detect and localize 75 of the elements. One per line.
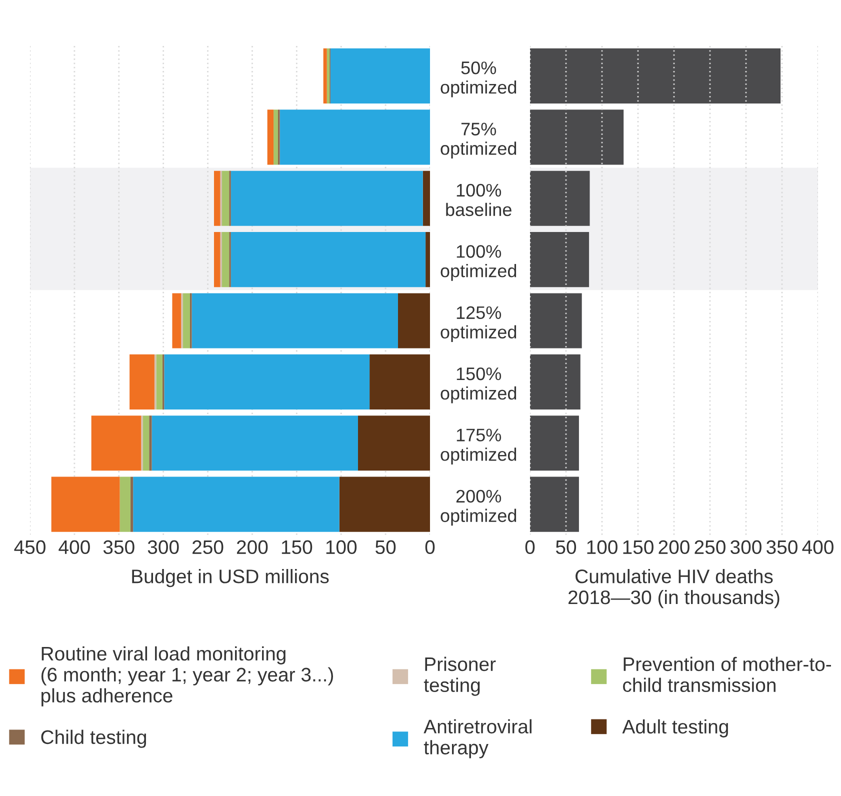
bar xyxy=(172,293,182,348)
bar xyxy=(51,476,120,532)
x-tick-label: 0 xyxy=(525,540,535,554)
bar xyxy=(192,293,398,348)
bar xyxy=(142,416,150,471)
legend-label: Prevention of mother-to- child transmission xyxy=(623,656,832,692)
x-tick-label: 400 xyxy=(802,540,834,554)
bar xyxy=(130,354,154,410)
bar xyxy=(530,110,624,165)
x-tick-label: 450 xyxy=(14,540,46,554)
y-tick-label: 50% optimized xyxy=(440,61,516,98)
y-tick-label: 100% optimized xyxy=(440,245,516,281)
x-tick-label: 0 xyxy=(425,540,435,554)
x-tick-label: 350 xyxy=(103,540,134,554)
bar xyxy=(130,476,134,532)
bar xyxy=(323,48,327,104)
x-tick-label: 50 xyxy=(376,540,396,554)
bar xyxy=(280,110,430,165)
bar xyxy=(133,476,340,532)
bar xyxy=(156,354,162,410)
bar xyxy=(91,416,142,471)
legend-label: Antiretroviral therapy xyxy=(424,719,532,758)
y-tick-label: 100% baseline xyxy=(446,184,512,216)
y-tick-label: 75% optimized xyxy=(440,122,516,158)
bar xyxy=(214,232,220,288)
x-tick-label: 250 xyxy=(694,540,726,554)
x-tick-label: 250 xyxy=(192,540,224,554)
bar xyxy=(164,354,370,410)
bar xyxy=(214,170,220,226)
x-tick-label: 350 xyxy=(766,540,798,554)
x-tick-label: 400 xyxy=(58,540,90,554)
bar xyxy=(530,476,579,532)
bar xyxy=(530,416,579,471)
bar xyxy=(398,293,430,348)
x-axis-title: Budget in USD millions xyxy=(132,569,329,588)
bar xyxy=(422,170,430,226)
bar xyxy=(149,416,152,471)
y-tick-label: 150% optimized xyxy=(440,367,516,404)
bar xyxy=(358,416,430,471)
bar xyxy=(222,232,230,288)
bar xyxy=(152,416,358,471)
bar xyxy=(530,354,580,410)
bar xyxy=(370,354,430,410)
bar xyxy=(274,110,278,165)
x-tick-label: 300 xyxy=(148,540,179,554)
bar xyxy=(326,48,330,104)
bar xyxy=(339,476,430,532)
x-tick-label: 200 xyxy=(236,540,268,554)
x-tick-label: 300 xyxy=(730,540,762,554)
legend-label: Child testing xyxy=(41,730,146,748)
x-tick-label: 150 xyxy=(623,540,654,554)
bar xyxy=(530,293,582,348)
x-tick-label: 50 xyxy=(556,540,576,554)
bar xyxy=(426,232,430,288)
x-tick-label: 100 xyxy=(587,540,618,554)
bar xyxy=(120,476,130,532)
x-axis-title: Cumulative HIV deaths 2018—30 (in thousands) xyxy=(568,569,780,608)
y-tick-label: 200% optimized xyxy=(440,490,516,526)
x-tick-label: 200 xyxy=(658,540,690,554)
x-tick-label: 100 xyxy=(326,540,357,554)
legend-label: Adult testing xyxy=(622,719,728,738)
legend-label: Routine viral load monitoring (6 month; year 1; year 2; year 3...) plus adherence xyxy=(41,646,334,706)
bar xyxy=(230,232,426,288)
legend-label: Prisoner testing xyxy=(424,656,496,696)
y-tick-label: 125% optimized xyxy=(440,306,516,342)
bar xyxy=(182,293,190,348)
x-tick-label: 150 xyxy=(282,540,312,554)
bar xyxy=(230,170,423,226)
y-tick-label: 175% optimized xyxy=(440,428,516,464)
bar xyxy=(530,170,590,226)
bar xyxy=(530,232,590,288)
bar xyxy=(267,110,274,165)
bar xyxy=(222,170,230,226)
bar xyxy=(330,48,430,104)
bar xyxy=(530,48,781,104)
